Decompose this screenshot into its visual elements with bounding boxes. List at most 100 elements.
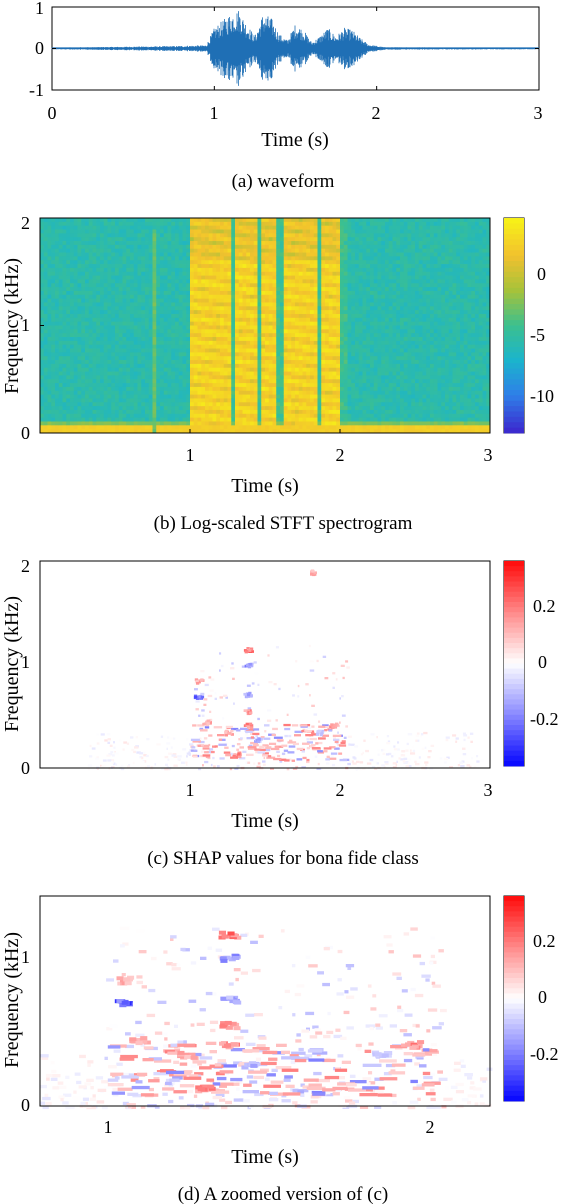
- spectrogram-cell: [216, 248, 221, 253]
- spectrogram-cell: [291, 252, 296, 257]
- spectrogram-cell: [265, 256, 270, 261]
- spectrogram-cell: [145, 429, 150, 434]
- spectrogram-cell: [310, 383, 315, 388]
- spectrogram-cell: [235, 409, 240, 415]
- spectrogram-cell: [328, 229, 333, 234]
- spectrogram-cell: [295, 287, 300, 292]
- spectrogram-cell: [216, 306, 221, 311]
- spectrogram-cell: [336, 340, 341, 346]
- spectrogram-cell: [201, 302, 206, 307]
- spectrogram-cell: [306, 429, 311, 434]
- spectrogram-cell: [235, 294, 240, 300]
- spectrogram-cell: [220, 329, 225, 334]
- spectrogram-cell: [81, 352, 86, 357]
- spectrogram-cell: [317, 329, 322, 334]
- spectrogram-cell: [85, 233, 90, 238]
- spectrogram-cell: [332, 337, 337, 342]
- spectrogram-cell: [81, 360, 86, 365]
- spectrogram-cell: [40, 271, 45, 276]
- spectrogram-cell: [223, 371, 228, 376]
- spectrogram-cell: [272, 402, 277, 407]
- spectrogram-cell: [55, 386, 60, 392]
- spectrogram-cell: [351, 256, 356, 261]
- spectrogram-cell: [40, 425, 45, 430]
- spectrogram-cell: [171, 244, 176, 250]
- spectrogram-cell: [141, 367, 146, 372]
- spectrogram-cell: [175, 348, 180, 353]
- spectrogram-cell: [100, 298, 105, 303]
- spectrogram-cell: [103, 264, 108, 269]
- spectrogram-cell: [265, 379, 270, 384]
- spectrogram-cell: [295, 290, 300, 296]
- spectrogram-cell: [291, 325, 296, 330]
- spectrogram-cell: [92, 221, 97, 227]
- spectrogram-cell: [145, 371, 150, 376]
- spectrogram-cell: [280, 260, 285, 265]
- spectrogram-cell: [355, 421, 360, 426]
- spectrogram-cell: [283, 390, 288, 396]
- spectrogram-cell: [133, 406, 138, 411]
- spectrogram-cell: [287, 260, 292, 265]
- spectrogram-cell: [231, 425, 236, 430]
- spectrogram-cell: [208, 348, 213, 353]
- spectrogram-cell: [231, 321, 236, 326]
- spectrogram-cell: [370, 302, 375, 307]
- spectrogram-cell: [133, 283, 138, 288]
- spectrogram-cell: [130, 333, 135, 338]
- spectrogram-cell: [355, 306, 360, 311]
- spectrogram-cell: [92, 421, 97, 426]
- spectrogram-cell: [85, 302, 90, 307]
- spectrogram-cell: [186, 348, 191, 353]
- spectrogram-cell: [182, 218, 187, 223]
- spectrogram-cell: [302, 294, 307, 300]
- spectrogram-cell: [156, 390, 161, 396]
- spectrogram-cell: [272, 275, 277, 280]
- spectrogram-cell: [362, 306, 367, 311]
- spectrogram-cell: [310, 264, 315, 269]
- spectrogram-cell: [96, 367, 101, 372]
- spectrogram-cell: [216, 379, 221, 384]
- spectrogram-cell: [81, 317, 86, 323]
- spectrogram-cell: [40, 367, 45, 372]
- spectrogram-cell: [295, 256, 300, 261]
- spectrogram-cell: [250, 398, 255, 403]
- spectrogram-cell: [55, 310, 60, 315]
- spectrogram-cell: [336, 386, 341, 392]
- spectrogram-cell: [92, 317, 97, 323]
- spectrogram-cell: [201, 248, 206, 253]
- spectrogram-cell: [265, 413, 270, 419]
- spectrogram-cell: [130, 417, 135, 422]
- spectrogram-cell: [205, 360, 210, 365]
- spectrogram-cell: [298, 221, 303, 227]
- spectrogram-cell: [167, 371, 172, 376]
- spectrogram-cell: [261, 302, 266, 307]
- spectrogram-cell: [163, 398, 168, 403]
- spectrogram-cell: [107, 429, 112, 434]
- spectrogram-cell: [77, 375, 82, 380]
- spectrogram-cell: [92, 340, 97, 346]
- spectrogram-cell: [66, 260, 71, 265]
- spectrogram-cell: [70, 313, 75, 319]
- spectrogram-cell: [118, 425, 123, 430]
- spectrogram-cell: [332, 333, 337, 338]
- spectrogram-cell: [306, 329, 311, 334]
- spectrogram-cell: [130, 325, 135, 330]
- spectrogram-cell: [145, 248, 150, 253]
- spectrogram-cell: [62, 279, 67, 284]
- spectrogram-cell: [343, 321, 348, 326]
- spectrogram-cell: [250, 252, 255, 257]
- spectrogram-cell: [126, 425, 131, 430]
- spectrogram-cell: [201, 413, 206, 419]
- spectrogram-cell: [167, 237, 172, 242]
- spectrogram-cell: [47, 348, 52, 353]
- spectrogram-cell: [156, 283, 161, 288]
- spectrogram-cell: [238, 317, 243, 323]
- spectrogram-cell: [317, 379, 322, 384]
- spectrogram-cell: [235, 256, 240, 261]
- spectrogram-cell: [107, 402, 112, 407]
- spectrogram-cell: [362, 406, 367, 411]
- spectrogram-cell: [317, 306, 322, 311]
- spectrogram-cell: [178, 421, 183, 426]
- spectrogram-cell: [126, 402, 131, 407]
- spectrogram-cell: [58, 225, 63, 230]
